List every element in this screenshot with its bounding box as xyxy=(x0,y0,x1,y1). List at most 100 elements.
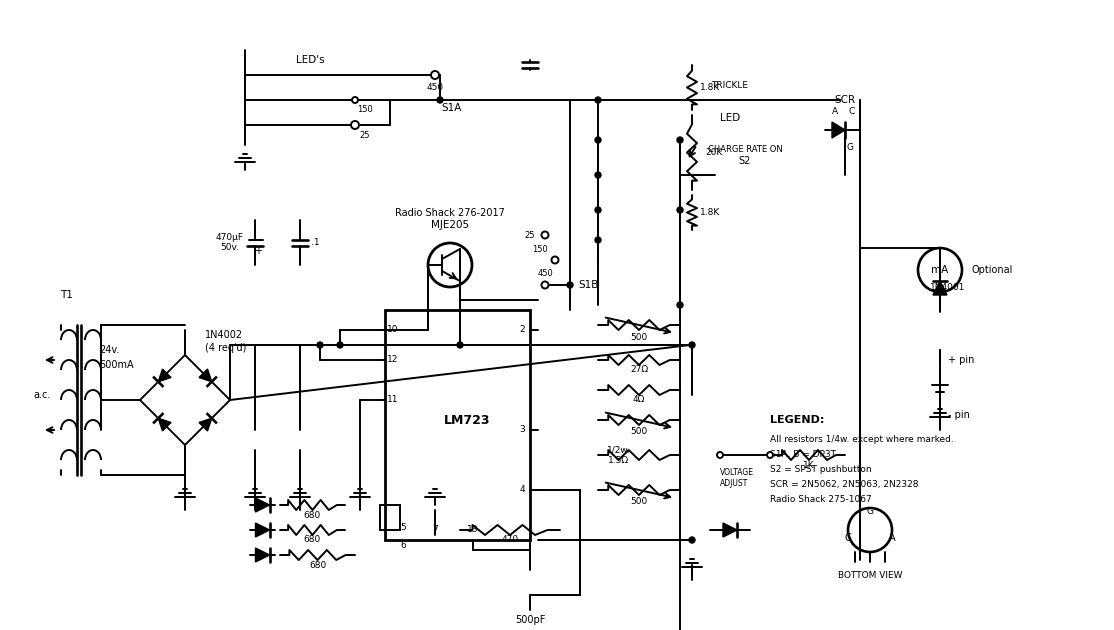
Text: MJE205: MJE205 xyxy=(431,220,469,230)
Text: 450: 450 xyxy=(427,83,443,91)
Polygon shape xyxy=(723,523,737,537)
Text: All resistors 1/4w. except where marked.: All resistors 1/4w. except where marked. xyxy=(770,435,954,445)
Circle shape xyxy=(551,256,558,263)
Text: S2: S2 xyxy=(739,156,751,166)
Text: 500pF: 500pF xyxy=(515,615,545,625)
Bar xyxy=(385,310,530,540)
Circle shape xyxy=(595,237,600,243)
Text: 4: 4 xyxy=(519,486,525,495)
Text: 3: 3 xyxy=(519,425,525,435)
Text: G: G xyxy=(867,508,873,517)
Text: Radio Shack 275-1067: Radio Shack 275-1067 xyxy=(770,496,872,505)
Text: VOLTAGE
ADJUST: VOLTAGE ADJUST xyxy=(720,468,754,488)
Circle shape xyxy=(717,452,723,458)
Circle shape xyxy=(431,71,439,79)
Circle shape xyxy=(352,97,358,103)
Circle shape xyxy=(595,137,600,143)
Text: mA: mA xyxy=(931,265,949,275)
Text: SCR = 2N5062, 2N5063, 2N2328: SCR = 2N5062, 2N5063, 2N2328 xyxy=(770,481,919,490)
Text: S1B: S1B xyxy=(578,280,598,290)
Text: 2: 2 xyxy=(519,326,525,335)
Text: +: + xyxy=(254,246,262,256)
Polygon shape xyxy=(158,369,170,382)
Circle shape xyxy=(457,342,463,348)
Circle shape xyxy=(317,342,323,348)
Circle shape xyxy=(567,282,573,288)
Text: 680: 680 xyxy=(304,510,321,520)
Text: 25: 25 xyxy=(525,231,535,239)
Circle shape xyxy=(677,137,683,143)
Circle shape xyxy=(688,342,695,348)
Circle shape xyxy=(595,97,600,103)
Text: 24v.: 24v. xyxy=(99,345,119,355)
Text: 680: 680 xyxy=(309,561,326,570)
Text: 13: 13 xyxy=(467,525,479,534)
Circle shape xyxy=(338,342,343,348)
Text: A: A xyxy=(832,108,838,117)
Text: CHARGE RATE ON: CHARGE RATE ON xyxy=(707,146,782,154)
Text: T1: T1 xyxy=(60,290,74,300)
Text: 10: 10 xyxy=(388,326,399,335)
Text: S2 = SPST pushbutton: S2 = SPST pushbutton xyxy=(770,466,871,474)
Text: 27Ω: 27Ω xyxy=(629,365,648,374)
Text: 4Ω: 4Ω xyxy=(633,396,645,404)
Text: LED's: LED's xyxy=(295,55,324,65)
Text: 150: 150 xyxy=(532,246,548,255)
Text: 1.8K: 1.8K xyxy=(700,83,720,92)
Text: 1N4001: 1N4001 xyxy=(930,284,966,292)
Circle shape xyxy=(541,231,548,239)
Text: 500: 500 xyxy=(631,333,647,341)
Polygon shape xyxy=(199,418,212,431)
Bar xyxy=(380,505,400,530)
Text: S1A, B = DP3T: S1A, B = DP3T xyxy=(770,450,836,459)
Text: BOTTOM VIEW: BOTTOM VIEW xyxy=(838,571,902,580)
Text: G: G xyxy=(847,144,853,152)
Text: (4 req'd): (4 req'd) xyxy=(205,343,246,353)
Text: 1.8K: 1.8K xyxy=(700,208,720,217)
Text: C: C xyxy=(849,108,856,117)
Text: LEGEND:: LEGEND: xyxy=(770,415,824,425)
Circle shape xyxy=(677,302,683,308)
Text: LED: LED xyxy=(720,113,740,123)
Text: 680: 680 xyxy=(304,536,321,544)
Circle shape xyxy=(688,537,695,543)
Text: SCR: SCR xyxy=(834,95,856,105)
Text: 6: 6 xyxy=(400,541,405,549)
Text: 500: 500 xyxy=(631,498,647,507)
Text: Radio Shack 276-2017: Radio Shack 276-2017 xyxy=(395,208,505,218)
Text: 12: 12 xyxy=(388,355,399,365)
Circle shape xyxy=(677,207,683,213)
Circle shape xyxy=(595,172,600,178)
Circle shape xyxy=(541,282,548,289)
Text: 500mA: 500mA xyxy=(99,360,134,370)
Polygon shape xyxy=(255,523,270,537)
Text: 20K: 20K xyxy=(705,148,723,157)
Text: 25: 25 xyxy=(360,130,370,139)
Text: TRICKLE: TRICKLE xyxy=(712,81,749,91)
Polygon shape xyxy=(158,418,170,431)
Circle shape xyxy=(437,97,443,103)
Text: Optional: Optional xyxy=(973,265,1014,275)
Text: 450: 450 xyxy=(537,268,553,277)
Text: 470: 470 xyxy=(501,536,518,544)
Text: C: C xyxy=(844,533,851,543)
Text: 11: 11 xyxy=(388,396,399,404)
Text: LM723: LM723 xyxy=(444,413,491,427)
Polygon shape xyxy=(934,281,947,295)
Circle shape xyxy=(768,452,773,458)
Text: 470μF
50v.: 470μF 50v. xyxy=(216,233,244,252)
Text: 1/2w.
1.5Ω: 1/2w. 1.5Ω xyxy=(607,445,631,465)
Circle shape xyxy=(595,207,600,213)
Circle shape xyxy=(351,121,359,129)
Text: 150: 150 xyxy=(358,105,373,113)
Text: .1: .1 xyxy=(311,238,320,247)
Polygon shape xyxy=(255,498,270,512)
Polygon shape xyxy=(255,548,270,562)
Text: 500: 500 xyxy=(631,428,647,437)
Text: 7: 7 xyxy=(432,525,438,534)
Text: - pin: - pin xyxy=(948,410,970,420)
Text: 5: 5 xyxy=(400,524,405,532)
Polygon shape xyxy=(199,369,212,382)
Polygon shape xyxy=(832,122,846,138)
Text: 1K: 1K xyxy=(803,461,814,469)
